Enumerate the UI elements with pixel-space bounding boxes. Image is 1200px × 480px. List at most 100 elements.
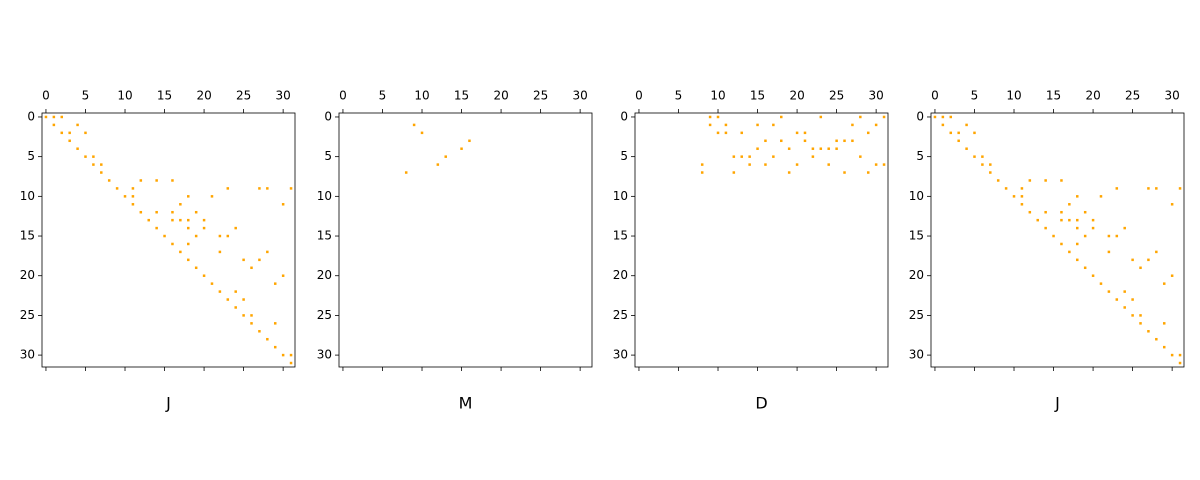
- point: [234, 290, 237, 293]
- point: [131, 187, 135, 190]
- point: [1091, 218, 1095, 222]
- y-tick-label: 10: [909, 189, 924, 203]
- point: [1155, 337, 1158, 341]
- point: [965, 123, 968, 127]
- point: [957, 131, 960, 135]
- y-tick-label: 30: [20, 348, 35, 362]
- point: [1099, 282, 1103, 285]
- point: [1115, 298, 1119, 301]
- point: [404, 171, 408, 174]
- x-tick-label: 10: [710, 89, 725, 103]
- point: [100, 171, 103, 174]
- point: [273, 322, 277, 325]
- point: [1028, 210, 1032, 214]
- point: [76, 147, 79, 150]
- point: [874, 123, 878, 127]
- point: [1155, 187, 1158, 190]
- point: [226, 298, 230, 301]
- point: [981, 163, 984, 166]
- x-tick-label: 25: [829, 89, 844, 103]
- point: [1060, 242, 1063, 246]
- point: [819, 115, 823, 119]
- y-tick-label: 0: [324, 109, 332, 123]
- point: [756, 147, 759, 150]
- point: [226, 187, 230, 190]
- point: [155, 210, 158, 214]
- point: [803, 139, 807, 143]
- point: [1044, 226, 1047, 230]
- point: [84, 155, 87, 158]
- point: [202, 218, 206, 222]
- x-tick-label: 30: [1165, 89, 1180, 103]
- y-tick-label: 20: [909, 268, 924, 282]
- x-tick-label: 10: [1006, 89, 1021, 103]
- point: [1068, 203, 1071, 206]
- point: [187, 258, 190, 262]
- point: [1162, 282, 1166, 285]
- point: [756, 123, 759, 127]
- point: [1091, 274, 1095, 277]
- point: [700, 163, 704, 166]
- y-tick-label: 5: [916, 149, 924, 163]
- point: [1076, 258, 1079, 262]
- point: [210, 195, 214, 198]
- point: [827, 163, 830, 166]
- point: [139, 210, 143, 214]
- point: [147, 218, 150, 222]
- point: [281, 203, 285, 206]
- point: [874, 163, 878, 166]
- y-tick-label: 25: [613, 308, 628, 322]
- point: [732, 155, 736, 158]
- point: [234, 306, 237, 309]
- point: [866, 171, 870, 174]
- point: [218, 234, 222, 238]
- x-axis-label: M: [459, 394, 473, 413]
- point: [764, 163, 767, 166]
- point: [250, 314, 253, 317]
- point: [1115, 234, 1119, 238]
- point: [100, 163, 103, 166]
- y-tick-label: 15: [613, 229, 628, 243]
- point: [123, 195, 127, 198]
- x-axis-label: J: [165, 394, 171, 413]
- point: [1076, 195, 1079, 198]
- x-tick-label: 20: [1085, 89, 1100, 103]
- x-tick-label: 5: [675, 89, 683, 103]
- point: [724, 131, 728, 135]
- x-tick-label: 0: [635, 89, 643, 103]
- point: [803, 131, 807, 135]
- point: [1170, 203, 1174, 206]
- point: [787, 171, 791, 174]
- y-tick-label: 0: [27, 109, 35, 123]
- point: [795, 131, 799, 135]
- point: [882, 163, 886, 166]
- point: [460, 147, 463, 150]
- point: [933, 115, 937, 119]
- point: [732, 171, 736, 174]
- point: [60, 115, 64, 119]
- point: [941, 115, 945, 119]
- point: [420, 131, 424, 135]
- point: [981, 155, 984, 158]
- point: [107, 179, 111, 182]
- point: [780, 139, 783, 143]
- point: [1091, 226, 1095, 230]
- point: [1139, 266, 1142, 270]
- point: [234, 226, 237, 230]
- y-tick-label: 20: [613, 268, 628, 282]
- point: [202, 226, 206, 230]
- point: [989, 171, 992, 174]
- x-tick-label: 5: [82, 89, 90, 103]
- point: [1068, 250, 1071, 254]
- y-tick-label: 10: [317, 189, 332, 203]
- point: [194, 210, 198, 214]
- point: [218, 290, 222, 293]
- point: [444, 155, 447, 158]
- point: [1060, 179, 1063, 182]
- point: [92, 155, 95, 158]
- point: [700, 171, 704, 174]
- point: [1020, 203, 1024, 206]
- x-axis-label: D: [755, 394, 767, 413]
- x-tick-label: 25: [236, 89, 251, 103]
